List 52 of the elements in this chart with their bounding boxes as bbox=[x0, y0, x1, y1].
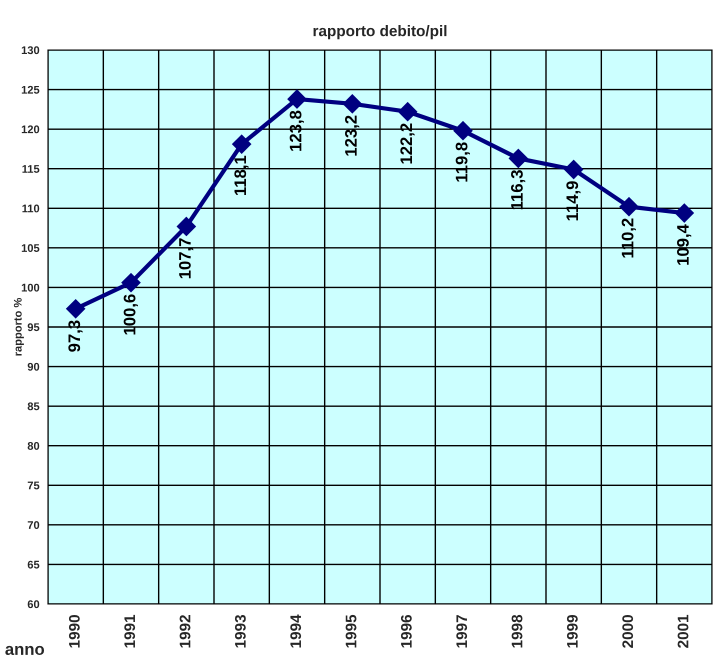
data-label: 123,2 bbox=[345, 116, 360, 156]
point bbox=[287, 90, 307, 109]
data-label: 122,2 bbox=[400, 124, 415, 164]
point bbox=[176, 216, 196, 236]
x-tick-label: 1991 bbox=[124, 614, 136, 648]
x-tick-label: 2001 bbox=[678, 614, 688, 648]
data-label: 97,3 bbox=[68, 320, 83, 352]
y-tick-label: 100 bbox=[22, 284, 40, 292]
data-label: 109,4 bbox=[677, 224, 692, 265]
point bbox=[121, 273, 141, 292]
data-label: 107,7 bbox=[179, 238, 194, 278]
x-tick-label: 1992 bbox=[180, 615, 190, 648]
point bbox=[619, 197, 639, 216]
y-tick-label: 80 bbox=[28, 442, 40, 450]
y-tick-label: 130 bbox=[22, 46, 40, 54]
data-label: 116,3 bbox=[511, 170, 526, 210]
y-tick-label: 125 bbox=[22, 86, 40, 94]
data-label: 118,1 bbox=[234, 156, 249, 196]
x-tick-label: 1998 bbox=[512, 614, 522, 648]
x-tick-label: 1995 bbox=[346, 614, 356, 648]
y-tick-label: 75 bbox=[28, 482, 40, 490]
chart-title: rapporto debito/pil bbox=[314, 25, 446, 40]
y-tick-label: 65 bbox=[28, 560, 40, 569]
y-axis-title: rapporto % bbox=[14, 298, 24, 356]
data-label: 123,8 bbox=[290, 110, 304, 151]
data-label: 110,2 bbox=[622, 218, 636, 258]
point bbox=[453, 121, 473, 140]
y-tick-label: 85 bbox=[28, 402, 40, 410]
point bbox=[66, 299, 86, 318]
x-tick-label: 1997 bbox=[456, 615, 468, 648]
y-tick-label: 90 bbox=[28, 362, 40, 371]
point bbox=[508, 148, 528, 168]
x-tick-label: 1990 bbox=[68, 615, 80, 648]
y-tick-label: 115 bbox=[22, 165, 40, 173]
x-tick-label: 1996 bbox=[400, 614, 412, 648]
y-tick-label: 105 bbox=[22, 244, 40, 252]
x-axis-title: anno bbox=[5, 646, 44, 656]
data-label: 100,6 bbox=[124, 294, 138, 334]
y-tick-label: 95 bbox=[28, 323, 40, 332]
y-tick-label: 120 bbox=[22, 125, 40, 134]
x-tick-label: 2000 bbox=[622, 615, 634, 648]
point bbox=[342, 94, 362, 114]
x-tick-label: 1993 bbox=[234, 614, 246, 648]
point bbox=[232, 134, 252, 154]
y-tick-label: 70 bbox=[28, 521, 40, 529]
x-tick-label: 1994 bbox=[290, 614, 302, 648]
y-tick-label: 60 bbox=[28, 600, 40, 608]
point bbox=[564, 160, 584, 180]
x-tick-label: 1999 bbox=[566, 614, 578, 648]
y-tick-label: 110 bbox=[22, 204, 40, 212]
point bbox=[674, 204, 694, 223]
point bbox=[398, 102, 418, 122]
